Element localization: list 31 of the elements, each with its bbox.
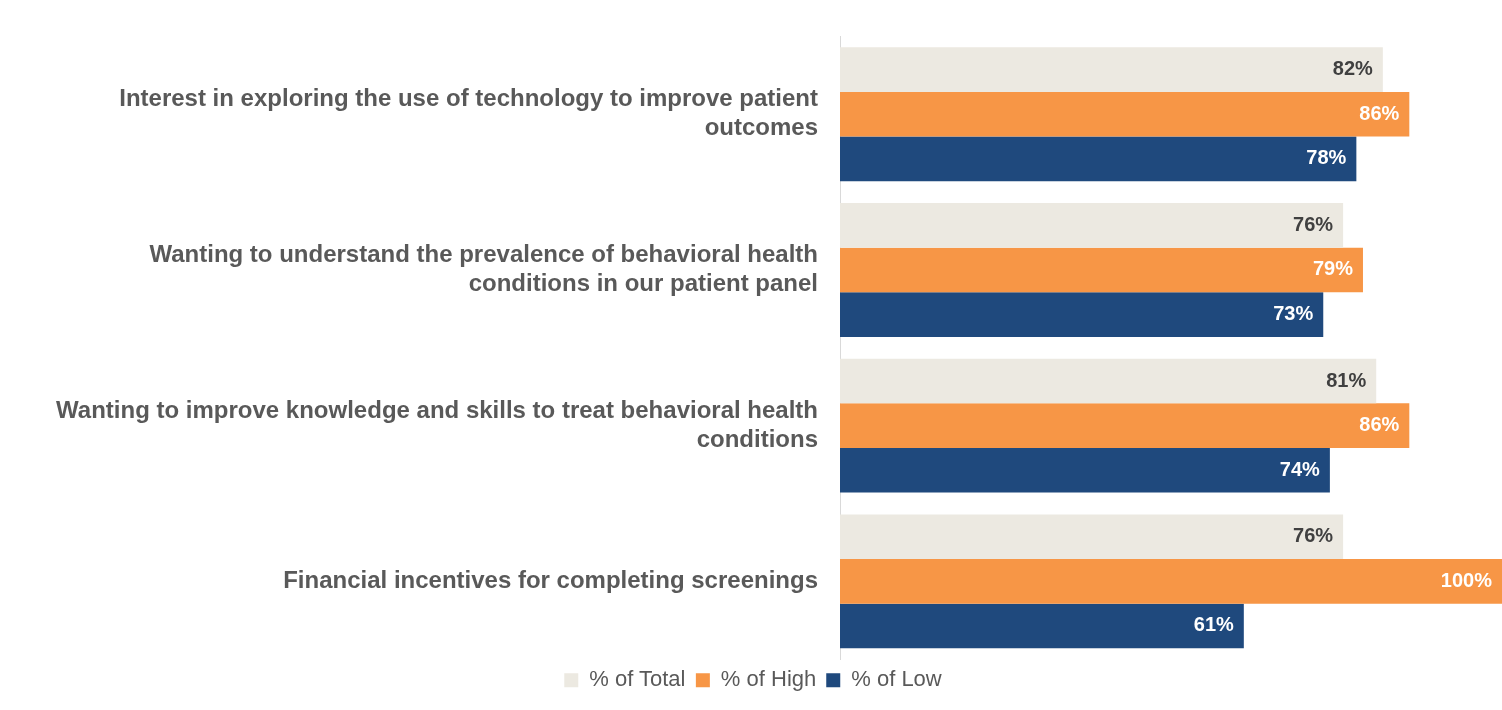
data-label: 78% xyxy=(1306,146,1347,169)
data-label: 76% xyxy=(1293,524,1334,547)
bar xyxy=(840,47,1383,92)
data-label: 86% xyxy=(1359,101,1400,124)
data-label: 82% xyxy=(1332,57,1374,80)
bar xyxy=(840,136,1357,182)
bar xyxy=(840,603,1244,649)
y-tick-label: Wanting to improve knowledge and skills to treat behavioral health conditions xyxy=(56,395,818,452)
data-label: 81% xyxy=(1326,368,1367,391)
bar xyxy=(840,447,1330,493)
data-label: 76% xyxy=(1293,212,1334,235)
y-tick-label: Interest in exploring the use of technology to improve patient outcomes xyxy=(119,84,818,141)
data-label: 79% xyxy=(1312,257,1354,280)
legend-label: % of High xyxy=(720,666,817,692)
bar xyxy=(840,358,1377,404)
data-label: 86% xyxy=(1359,413,1400,436)
data-label: 100% xyxy=(1440,568,1493,591)
bar xyxy=(840,292,1324,337)
legend-label: % of Total xyxy=(589,666,686,692)
data-label: 74% xyxy=(1279,457,1321,480)
legend-label: % of Low xyxy=(851,666,942,692)
data-label: 73% xyxy=(1273,302,1314,325)
bar xyxy=(840,203,1344,248)
bar xyxy=(840,514,1344,560)
bar xyxy=(840,91,1410,137)
bar xyxy=(840,247,1363,293)
bar xyxy=(840,403,1410,448)
data-label: 61% xyxy=(1193,613,1235,636)
bar xyxy=(840,559,1502,604)
y-tick-label: Wanting to understand the prevalence of behavioral health conditions in our patient panel xyxy=(149,240,818,296)
y-tick-label: Financial incentives for completing screenings xyxy=(283,565,818,593)
